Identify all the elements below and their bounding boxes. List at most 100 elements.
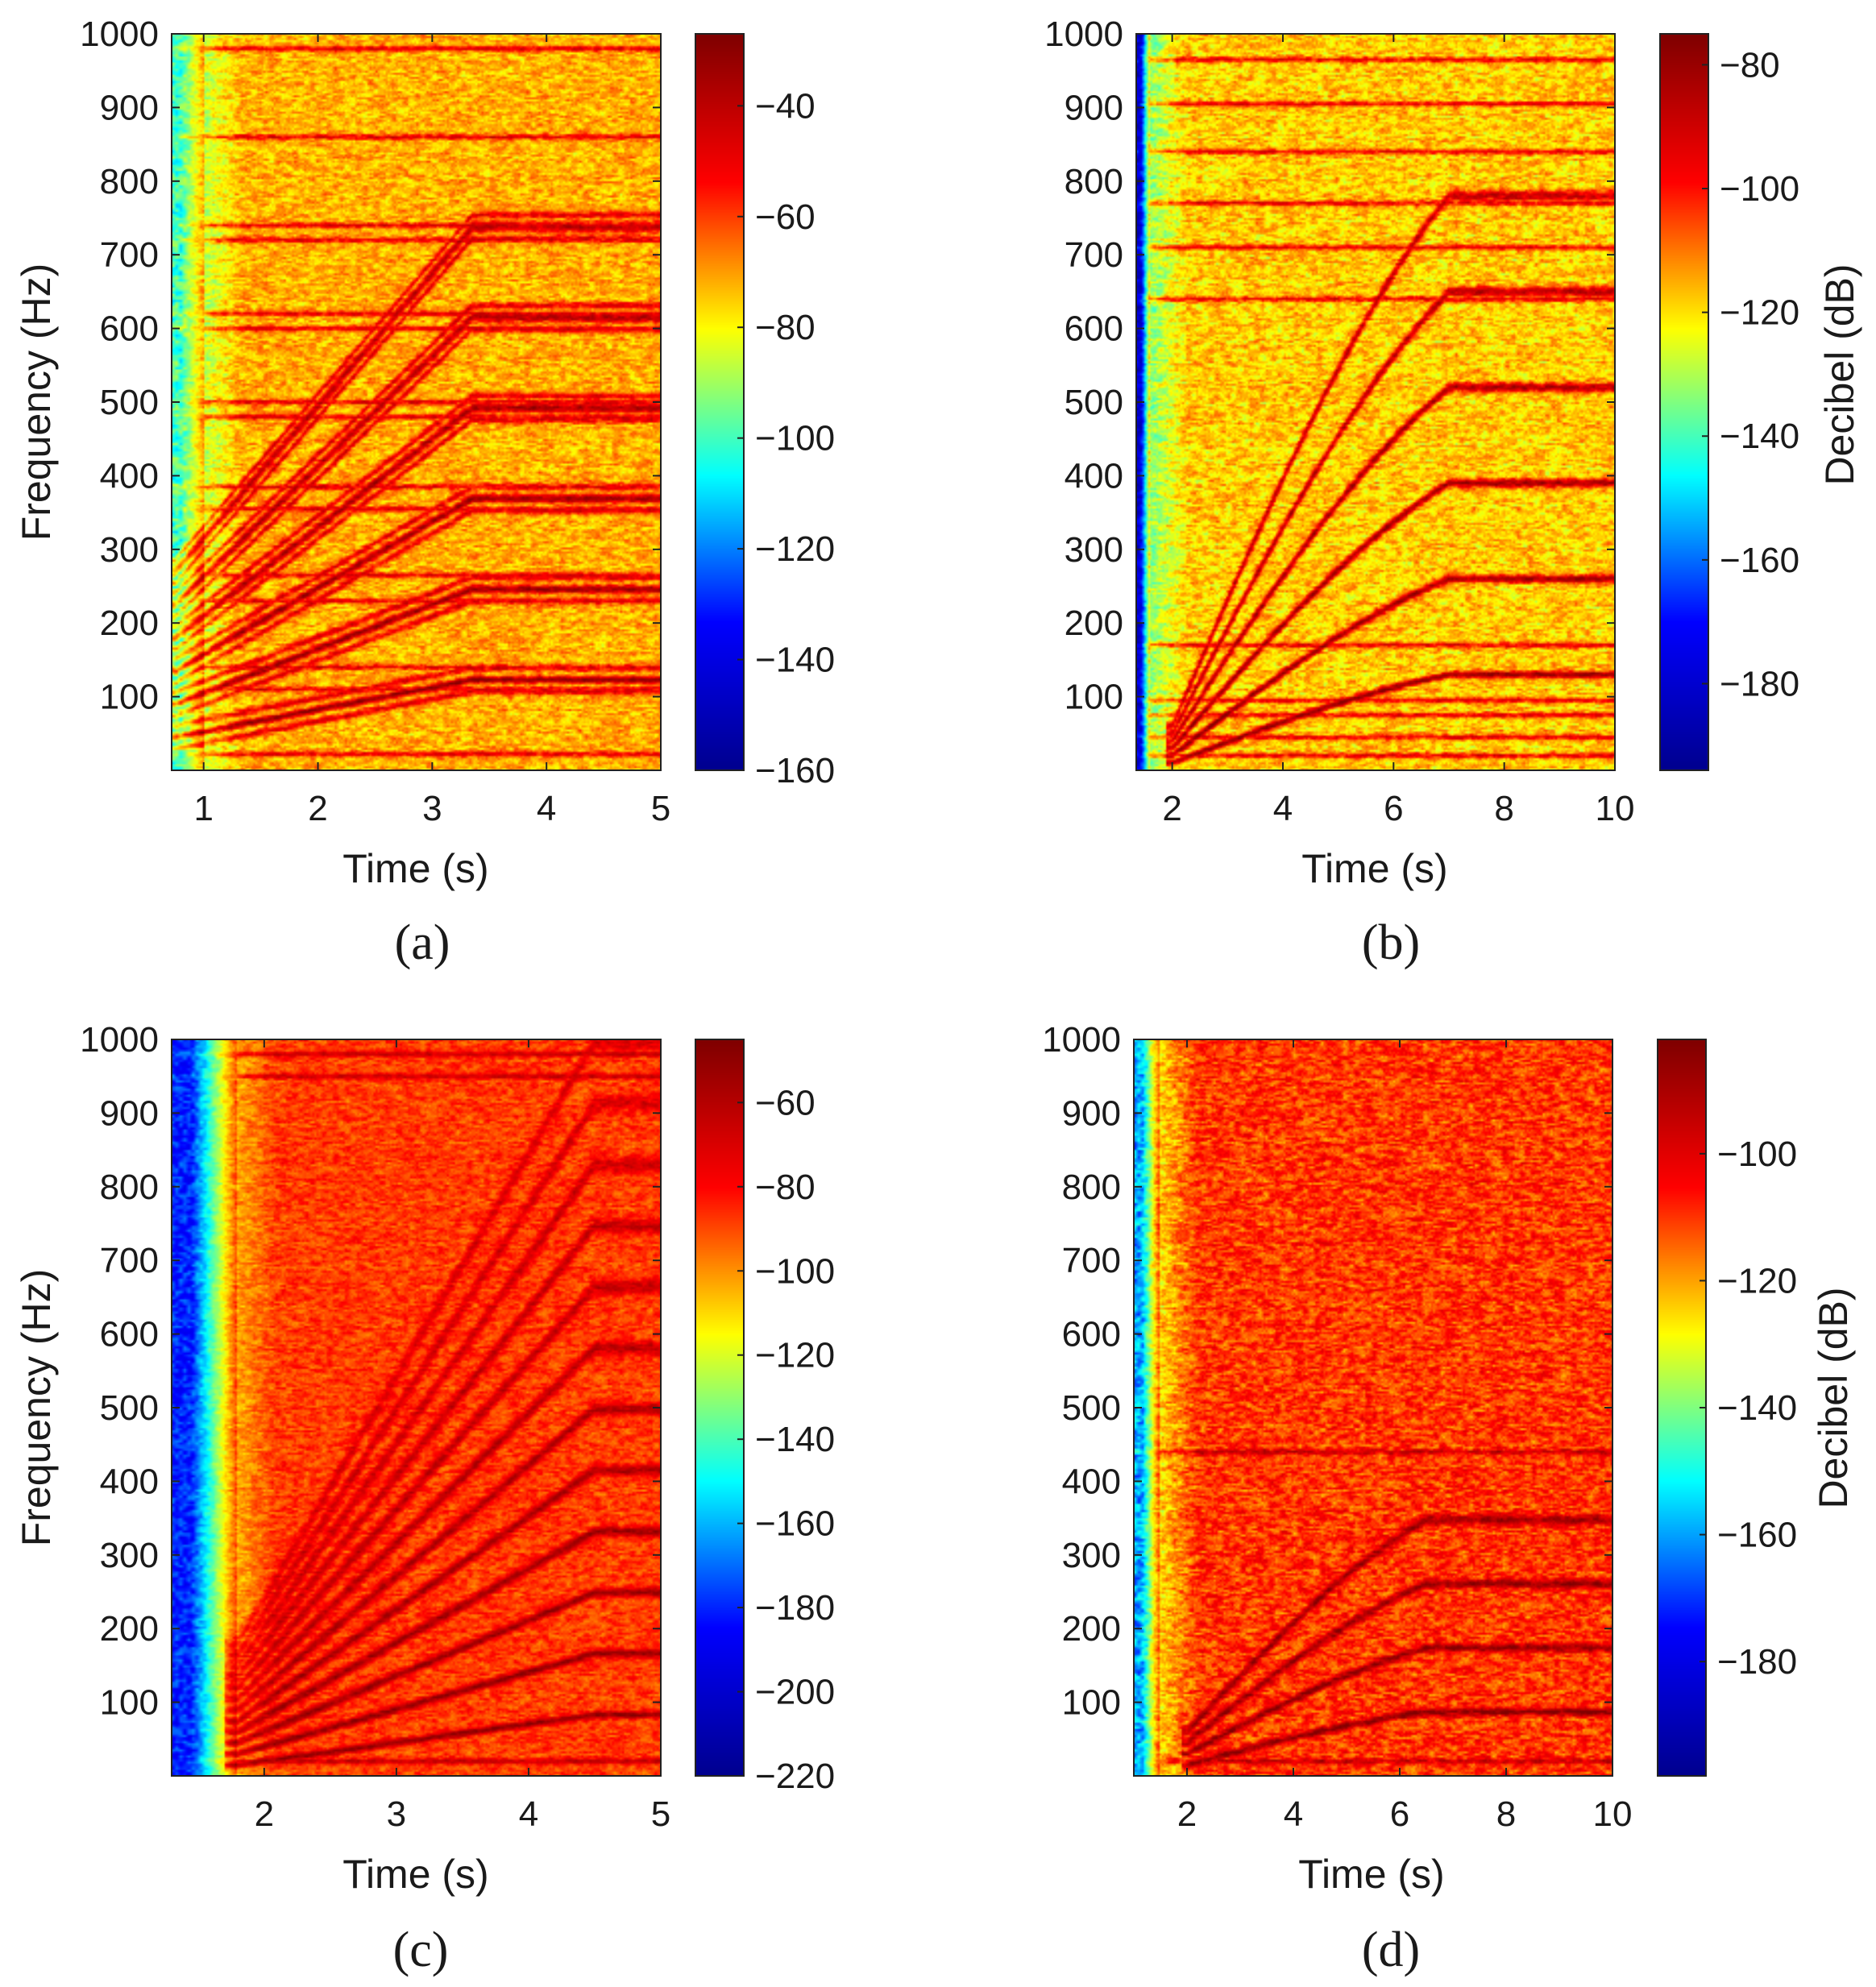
y-tick-label: 700 xyxy=(100,235,159,275)
panel-d-spectrogram xyxy=(1134,1039,1612,1776)
colorbar-tick-label: −180 xyxy=(755,1588,835,1628)
colorbar-tick-label: −100 xyxy=(1720,169,1799,209)
y-tick-label: 200 xyxy=(100,604,159,643)
x-tick-label: 10 xyxy=(1596,789,1635,828)
y-tick-label: 100 xyxy=(100,1683,159,1723)
colorbar-tick-label: −160 xyxy=(755,751,835,790)
panel-d-colorbar-label: Decibel (dB) xyxy=(1811,1287,1856,1508)
colorbar-tick-label: −160 xyxy=(1720,541,1799,580)
panel-b-colorbar xyxy=(1660,34,1708,770)
y-tick-label: 800 xyxy=(100,162,159,201)
y-tick-label: 300 xyxy=(100,1536,159,1575)
colorbar-tick-label: −120 xyxy=(755,529,835,569)
y-tick-label: 400 xyxy=(100,1462,159,1501)
colorbar-tick-label: −200 xyxy=(755,1673,835,1712)
colorbar-tick-label: −80 xyxy=(1720,45,1780,85)
y-tick-label: 700 xyxy=(100,1241,159,1280)
panel-c-y-ticks: 100 200 300 400 500 600 700 800 900 1000 xyxy=(80,1020,661,1723)
y-tick-label: 600 xyxy=(100,1315,159,1354)
panel-d-x-ticks: 2 4 6 8 10 xyxy=(1177,1039,1633,1834)
panel-c-spectrogram xyxy=(172,1039,661,1776)
panel-a-spectrogram xyxy=(172,34,661,770)
y-tick-label: 100 xyxy=(1062,1683,1121,1723)
panel-c: 100 200 300 400 500 600 700 800 900 1000 2 3 4 5 Tim… xyxy=(14,1020,835,1977)
panel-b-colorbar-ticks: −80 −100 −120 −140 −160 −180 xyxy=(1702,45,1799,703)
y-tick-label: 400 xyxy=(100,456,159,496)
panel-d-colorbar-ticks: −100 −120 −140 −160 −180 xyxy=(1700,1135,1797,1682)
panel-a-x-ticks: 1 2 3 4 5 xyxy=(193,34,670,828)
panel-a-label: (a) xyxy=(395,915,450,970)
x-tick-label: 5 xyxy=(651,1794,670,1834)
y-tick-label: 900 xyxy=(1062,1093,1121,1133)
y-tick-label: 300 xyxy=(100,530,159,570)
panel-c-xlabel: Time (s) xyxy=(342,1852,488,1897)
x-tick-label: 4 xyxy=(1284,1794,1303,1834)
y-tick-label: 100 xyxy=(1065,678,1123,717)
panel-a: 100 200 300 400 500 600 700 800 900 1000 1 2 3 4 5 Ti… xyxy=(14,15,835,970)
y-tick-label: 300 xyxy=(1062,1536,1121,1575)
x-tick-label: 8 xyxy=(1496,1794,1516,1834)
y-tick-label: 500 xyxy=(1065,383,1123,422)
panel-d-xlabel: Time (s) xyxy=(1298,1852,1444,1897)
x-tick-label: 2 xyxy=(308,789,327,828)
colorbar-tick-label: −80 xyxy=(755,1168,816,1207)
colorbar-tick-label: −80 xyxy=(755,308,816,347)
panel-b: 100 200 300 400 500 600 700 800 900 1000 2 4 6 8 10 T… xyxy=(1044,15,1862,970)
panel-a-colorbar-frame xyxy=(695,33,745,771)
y-tick-label: 900 xyxy=(100,1093,159,1133)
y-tick-label: 400 xyxy=(1065,456,1123,496)
colorbar-tick-label: −140 xyxy=(1717,1388,1797,1428)
y-tick-label: 500 xyxy=(1062,1388,1121,1428)
y-tick-label: 1000 xyxy=(80,15,159,54)
panel-a-colorbar xyxy=(695,34,744,770)
panel-c-x-ticks: 2 3 4 5 xyxy=(255,1039,670,1834)
colorbar-tick-label: −60 xyxy=(755,197,816,237)
colorbar-tick-label: −180 xyxy=(1720,664,1799,703)
colorbar-tick-label: −100 xyxy=(755,1251,835,1291)
x-tick-label: 2 xyxy=(1177,1794,1197,1834)
x-tick-label: 6 xyxy=(1390,1794,1409,1834)
panel-a-ylabel: Frequency (Hz) xyxy=(14,263,59,541)
y-tick-label: 300 xyxy=(1065,530,1123,570)
colorbar-tick-label: −160 xyxy=(1717,1516,1797,1555)
y-tick-label: 500 xyxy=(100,383,159,422)
panel-c-colorbar-frame xyxy=(695,1039,745,1777)
x-tick-label: 3 xyxy=(387,1794,406,1834)
x-tick-label: 8 xyxy=(1494,789,1513,828)
colorbar-tick-label: −60 xyxy=(755,1083,816,1122)
y-tick-label: 500 xyxy=(100,1388,159,1428)
x-tick-label: 1 xyxy=(193,789,213,828)
panel-b-x-ticks: 2 4 6 8 10 xyxy=(1162,34,1634,828)
panel-c-colorbar-ticks: −60 −80 −100 −120 −140 −160 −180 −200 −220 xyxy=(737,1083,835,1796)
panel-a-y-ticks: 100 200 300 400 500 600 700 800 900 1000 xyxy=(80,15,661,717)
colorbar-tick-label: −120 xyxy=(755,1336,835,1375)
x-tick-label: 4 xyxy=(1273,789,1293,828)
x-tick-label: 3 xyxy=(422,789,442,828)
x-tick-label: 10 xyxy=(1593,1794,1633,1834)
y-tick-label: 800 xyxy=(1062,1168,1121,1207)
panel-b-xlabel: Time (s) xyxy=(1301,846,1447,891)
panel-b-label: (b) xyxy=(1362,915,1420,970)
y-tick-label: 900 xyxy=(100,88,159,127)
y-tick-label: 800 xyxy=(100,1168,159,1207)
colorbar-tick-label: −140 xyxy=(755,641,835,680)
y-tick-label: 1000 xyxy=(1042,1020,1121,1060)
panel-b-colorbar-label: Decibel (dB) xyxy=(1817,263,1862,485)
colorbar-tick-label: −120 xyxy=(1720,293,1799,333)
panel-c-label: (c) xyxy=(393,1923,449,1977)
colorbar-tick-label: −140 xyxy=(755,1420,835,1459)
y-tick-label: 200 xyxy=(1062,1609,1121,1649)
panel-b-spectrogram xyxy=(1136,34,1615,770)
y-tick-label: 600 xyxy=(1065,309,1123,349)
y-tick-label: 200 xyxy=(100,1609,159,1649)
colorbar-tick-label: −160 xyxy=(755,1504,835,1544)
colorbar-tick-label: −120 xyxy=(1717,1261,1797,1300)
y-tick-label: 1000 xyxy=(1044,15,1123,54)
panel-b-y-ticks: 100 200 300 400 500 600 700 800 900 1000 xyxy=(1044,15,1615,717)
colorbar-tick-label: −100 xyxy=(1717,1135,1797,1174)
y-tick-label: 700 xyxy=(1065,235,1123,275)
colorbar-tick-label: −220 xyxy=(755,1757,835,1796)
y-tick-label: 1000 xyxy=(80,1020,159,1060)
panel-a-colorbar-ticks: −40 −60 −80 −100 −120 −140 −160 xyxy=(737,86,835,790)
